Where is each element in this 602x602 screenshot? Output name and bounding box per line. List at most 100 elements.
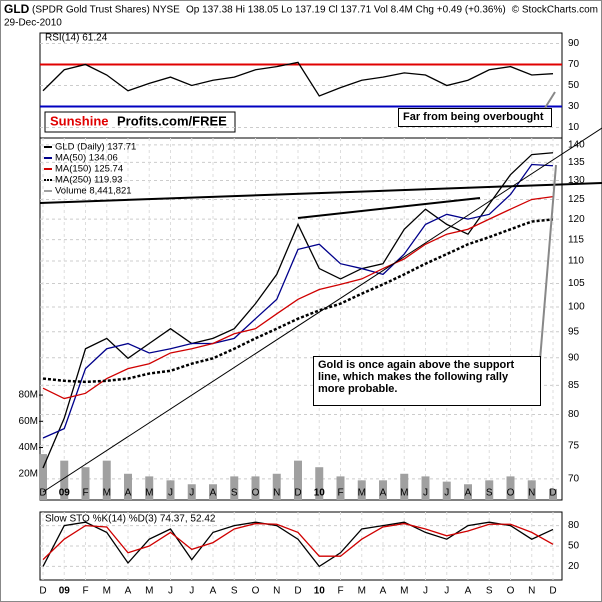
volume-bar: [60, 460, 69, 500]
annotation: Gold is once again above the support lin…: [313, 356, 541, 406]
volume-bar: [39, 454, 47, 500]
y2-tick-label: 40M: [19, 442, 38, 453]
volume-bar: [506, 476, 515, 500]
trendline: [42, 127, 602, 493]
x-tick-label: J: [168, 488, 173, 499]
quote: Op 137.38 Hi 138.05 Lo 137.19 Cl 137.71 …: [186, 5, 506, 16]
x-tick-label: 10: [314, 488, 326, 499]
volume-bar: [379, 480, 387, 500]
volume-bar: [357, 480, 366, 500]
y-tick-label: 135: [568, 157, 585, 168]
volume-bar: [485, 480, 494, 500]
series-line: [42, 61, 554, 97]
y-tick-label: 140: [568, 139, 585, 150]
support-line: [39, 182, 602, 204]
series-line: [42, 163, 554, 439]
y2-tick-label: 60M: [19, 416, 38, 427]
trendlines: [39, 91, 602, 493]
date: 29-Dec-2010: [4, 18, 62, 29]
legend-label: GLD (Daily) 137.71: [55, 142, 136, 153]
x-tick-label: M: [145, 488, 153, 499]
volume-bar: [272, 473, 281, 500]
y-tick-label: 30: [568, 101, 580, 112]
x-tick-label: N: [273, 488, 280, 499]
y-tick-label: 70: [568, 59, 580, 70]
volume-bar: [145, 476, 154, 500]
x-tick-label: D: [294, 488, 301, 499]
y-tick-label: 125: [568, 194, 585, 205]
y-tick-label: 90: [568, 352, 580, 363]
volume-bar: [166, 480, 175, 500]
x-tick-label: F: [82, 586, 88, 597]
x-tick-label: M: [103, 488, 111, 499]
volume-bar: [315, 467, 324, 500]
y-tick-label: 80: [568, 409, 580, 420]
y-tick-label: 85: [568, 380, 580, 391]
x-tick-label: O: [507, 586, 515, 597]
x-tick-label: A: [210, 586, 217, 597]
series-line: [42, 522, 554, 561]
panel-title: Slow STO %K(14) %D(3) 74.37, 52.42: [45, 514, 216, 525]
security-name: (SPDR Gold Trust Shares) NYSE: [32, 5, 180, 16]
x-tick-label: O: [252, 488, 260, 499]
y-tick-label: 75: [568, 440, 580, 451]
x-tick-label: D: [294, 586, 301, 597]
y-tick-label: 105: [568, 278, 585, 289]
volume-bar: [549, 488, 557, 500]
y-tick-label: 50: [568, 541, 580, 552]
y-tick-label: 110: [568, 256, 584, 267]
x-tick-label: 10: [314, 586, 326, 597]
x-tick-label: O: [252, 586, 260, 597]
x-tick-label: M: [145, 586, 153, 597]
volume-bar: [442, 481, 451, 500]
volume-bar: [209, 484, 217, 500]
legend-label: MA(150) 125.74: [55, 164, 123, 175]
x-tick-label: A: [380, 586, 387, 597]
volume-bar: [124, 473, 132, 500]
x-tick-label: A: [465, 488, 472, 499]
volume-bar: [102, 460, 111, 500]
volume-bar: [421, 476, 430, 500]
volume-bar: [230, 476, 239, 500]
y2-tick-label: 80M: [19, 390, 38, 401]
x-tick-label: M: [358, 586, 366, 597]
legend-label: MA(50) 134.06: [55, 153, 118, 164]
y-tick-label: 50: [568, 80, 580, 91]
x-tick-label: J: [444, 586, 449, 597]
x-tick-label: S: [486, 586, 493, 597]
x-tick-label: 09: [59, 488, 71, 499]
legend-label: Volume 8,441,821: [55, 186, 132, 197]
y2-tick-label: 20M: [19, 468, 38, 479]
annotation-text: Far from being overbought: [398, 108, 552, 127]
x-tick-label: M: [400, 488, 408, 499]
logo-box: [44, 111, 236, 133]
volume-bar: [527, 480, 536, 500]
x-tick-label: A: [125, 488, 132, 499]
annotation-text: Gold is once again above the support lin…: [313, 356, 541, 406]
y-tick-label: 10: [568, 122, 580, 133]
series-line: [42, 152, 554, 469]
volume-bar: [400, 473, 409, 500]
logo-black: Profits.com/FREE: [117, 113, 227, 128]
y-tick-label: 115: [568, 234, 584, 245]
x-tick-label: D: [549, 586, 556, 597]
x-tick-label: F: [82, 488, 88, 499]
legend-label: MA(250) 119.93: [55, 175, 122, 186]
x-tick-label: A: [125, 586, 132, 597]
y-tick-label: 70: [568, 474, 580, 485]
x-tick-label: 09: [59, 586, 71, 597]
x-tick-label: N: [528, 586, 535, 597]
series-line: [42, 218, 554, 384]
volume-bar: [464, 484, 472, 500]
x-tick-label: J: [189, 586, 194, 597]
volume-bar: [294, 460, 302, 500]
x-tick-label: J: [423, 586, 428, 597]
x-tick-label: F: [337, 586, 343, 597]
y-tick-label: 100: [568, 302, 585, 313]
source: © StockCharts.com: [512, 5, 598, 16]
x-tick-label: M: [400, 586, 408, 597]
arrow: [544, 91, 556, 109]
volume-bar: [81, 467, 90, 500]
trendline: [297, 197, 481, 219]
